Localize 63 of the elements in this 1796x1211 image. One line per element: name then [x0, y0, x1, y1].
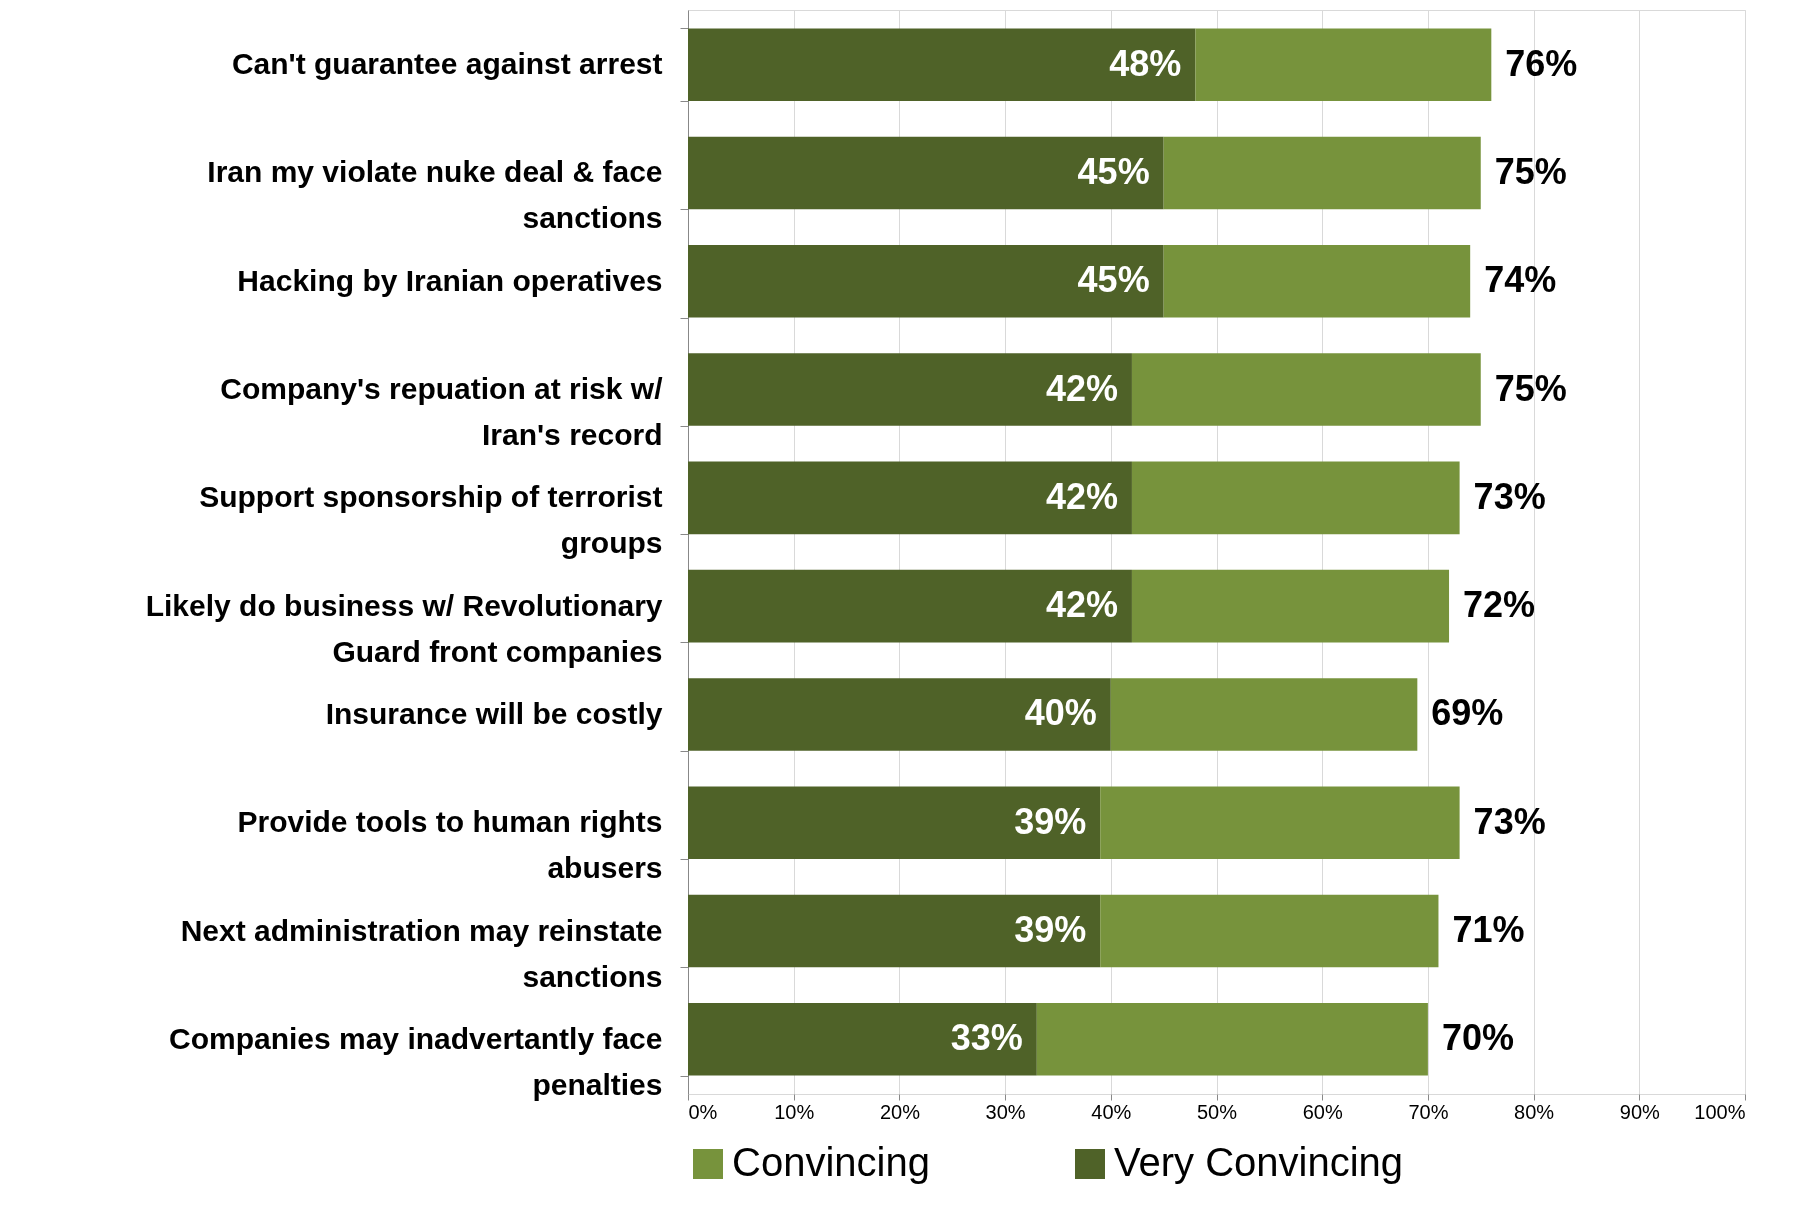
y-tick-label: Next administration may reinstate sanctions [180, 913, 663, 993]
bar [688, 786, 1101, 860]
y-tick-label: Iran my violate nuke deal & face sanctions [207, 155, 663, 235]
x-tick-label: 100% [1694, 1100, 1746, 1123]
bar [688, 1003, 1037, 1076]
total-label: 73% [1473, 475, 1546, 517]
bar [1100, 894, 1439, 968]
y-tick-label: Provide tools to human rights abusers [237, 805, 663, 885]
x-tick-label: 70% [1408, 1100, 1449, 1123]
y-tick-label: Can't guarantee against arrest [231, 47, 663, 81]
bar [1195, 28, 1492, 101]
x-tick-label: 10% [774, 1100, 815, 1123]
bar [1163, 136, 1481, 210]
bar [688, 28, 1196, 101]
total-label: 76% [1505, 42, 1578, 84]
total-label: 70% [1441, 1017, 1514, 1059]
bar [1036, 1003, 1428, 1076]
x-tick-label: 60% [1302, 1100, 1343, 1123]
legend-label: Very Convincing [1114, 1140, 1404, 1184]
total-label: 75% [1494, 150, 1567, 192]
y-tick-label: Company's repuation at risk w/ Iran's record [220, 372, 664, 452]
total-label: 71% [1452, 909, 1525, 951]
data-label: 45% [1077, 150, 1150, 192]
bar [1131, 353, 1481, 426]
total-label: 74% [1484, 259, 1557, 301]
y-tick-label: Likely do business w/ Revolutionary Guard front companies [145, 588, 663, 668]
data-label: 48% [1109, 42, 1182, 84]
y-tick-label: Hacking by Iranian operatives [237, 263, 663, 297]
total-label: 73% [1473, 800, 1546, 842]
total-label: 75% [1494, 367, 1567, 409]
y-tick-label: Companies may inadvertantly face penalties [168, 1021, 663, 1101]
data-label: 42% [1045, 367, 1118, 409]
x-tick-label: 90% [1619, 1100, 1661, 1123]
data-label: 40% [1024, 692, 1097, 734]
bar [688, 894, 1101, 968]
bar [688, 461, 1132, 535]
data-label: 42% [1045, 584, 1118, 626]
bar [1163, 244, 1471, 318]
bar [1110, 678, 1418, 751]
bar [688, 244, 1164, 318]
x-tick-label: 50% [1196, 1100, 1238, 1123]
bar [688, 136, 1164, 210]
data-label: 45% [1077, 259, 1150, 301]
data-label: 33% [950, 1017, 1023, 1059]
bar [1131, 461, 1460, 535]
y-tick-label: Support sponsorship of terrorist groups [199, 480, 663, 560]
x-tick-label: 30% [985, 1100, 1026, 1123]
total-label: 72% [1463, 584, 1536, 626]
total-label: 69% [1431, 692, 1504, 734]
x-tick-label: 20% [879, 1100, 921, 1123]
data-label: 39% [1014, 909, 1087, 951]
bar [1131, 569, 1450, 643]
legend-label: Convincing [732, 1140, 930, 1184]
data-label: 39% [1014, 800, 1087, 842]
bar [688, 678, 1111, 751]
y-tick-label: Insurance will be costly [325, 696, 663, 730]
bar [688, 569, 1132, 643]
bar [688, 353, 1132, 426]
bar [1100, 786, 1460, 860]
x-tick-label: 0% [688, 1100, 718, 1123]
data-label: 42% [1045, 475, 1118, 517]
x-tick-label: 40% [1091, 1100, 1132, 1123]
x-tick-label: 80% [1514, 1100, 1555, 1123]
